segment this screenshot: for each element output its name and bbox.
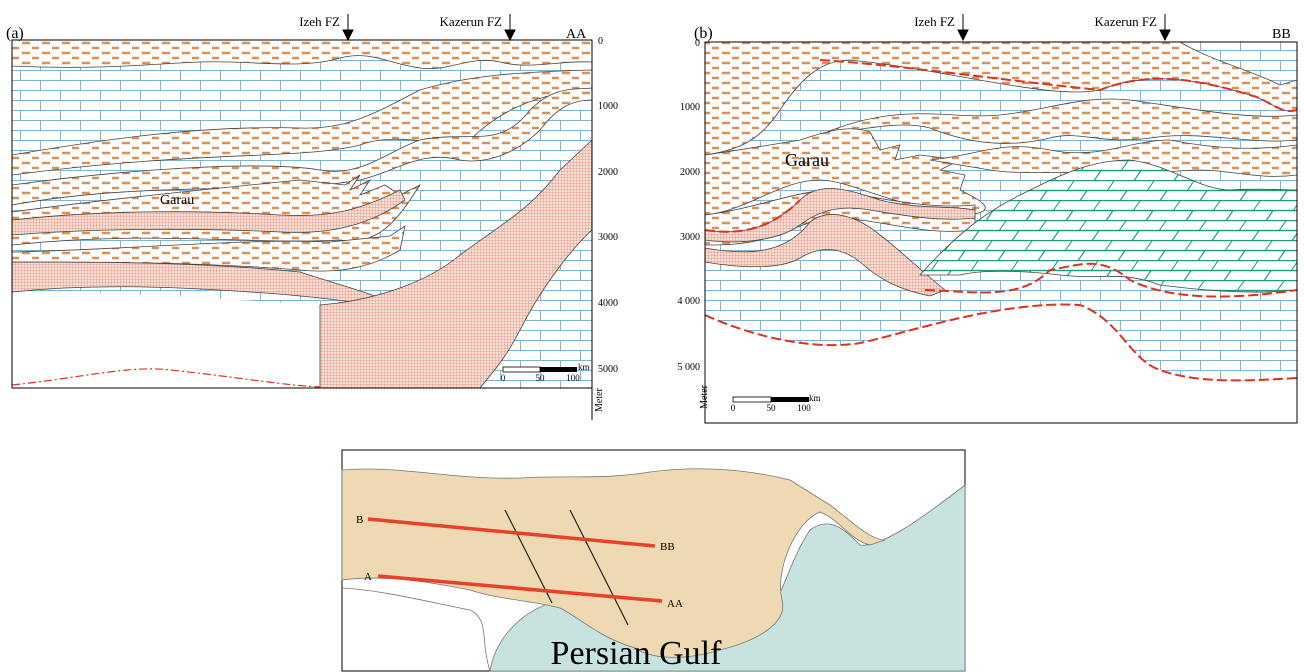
scale-unit: km (809, 393, 821, 403)
scale-tick: 100 (566, 373, 580, 383)
panel-label: (a) (6, 25, 24, 42)
sea-label: Persian Gulf (551, 635, 723, 672)
fault-label: Izeh FZ (299, 14, 340, 29)
section-b (705, 42, 1297, 423)
scale-tick: 0 (501, 373, 506, 383)
panel-a: (a) Izeh FZ Kazerun FZ AA 0 1000 2000 30… (6, 14, 618, 420)
depth-tick: 0 (598, 36, 603, 47)
section-label: AA (566, 27, 587, 42)
panel-b: (b) Izeh FZ Kazerun FZ BB 0 1000 2000 30… (678, 14, 1298, 423)
depth-tick: 3000 (598, 232, 618, 243)
depth-tick: 2000 (680, 167, 700, 178)
fault-label: Kazerun FZ (1095, 14, 1158, 29)
depth-tick: 5 000 (678, 362, 701, 373)
depth-tick: 2000 (598, 167, 618, 178)
depth-tick: 4000 (598, 298, 618, 309)
depth-unit: Meter (594, 387, 605, 412)
depth-tick: 5000 (598, 364, 618, 375)
depth-axis: 0 1000 2000 3000 4000 5000 Meter (594, 36, 618, 412)
scale-tick: 50 (767, 403, 777, 413)
section-a (12, 40, 592, 388)
figure: (a) Izeh FZ Kazerun FZ AA 0 1000 2000 30… (0, 0, 1305, 672)
formation-label: Garau (785, 150, 829, 170)
location-map: B BB A AA Persian Gulf (342, 450, 965, 672)
depth-tick: 1000 (598, 101, 618, 112)
line-start: A (364, 571, 372, 583)
scale-tick: 0 (731, 403, 736, 413)
depth-tick: 3000 (680, 232, 700, 243)
line-start: B (356, 514, 363, 526)
formation-label: Garau (160, 193, 194, 208)
fault-label: Izeh FZ (914, 14, 955, 29)
depth-tick: 0 (695, 38, 700, 49)
depth-tick: 4 000 (678, 296, 701, 307)
line-end: AA (667, 598, 683, 610)
scale-tick: 50 (536, 373, 546, 383)
fault-label: Kazerun FZ (440, 14, 503, 29)
scale-tick: 100 (797, 403, 811, 413)
section-label: BB (1272, 27, 1291, 42)
depth-tick: 1000 (680, 102, 700, 113)
scale-unit: km (578, 362, 590, 372)
depth-unit: Meter (699, 384, 710, 409)
line-end: BB (660, 541, 675, 553)
